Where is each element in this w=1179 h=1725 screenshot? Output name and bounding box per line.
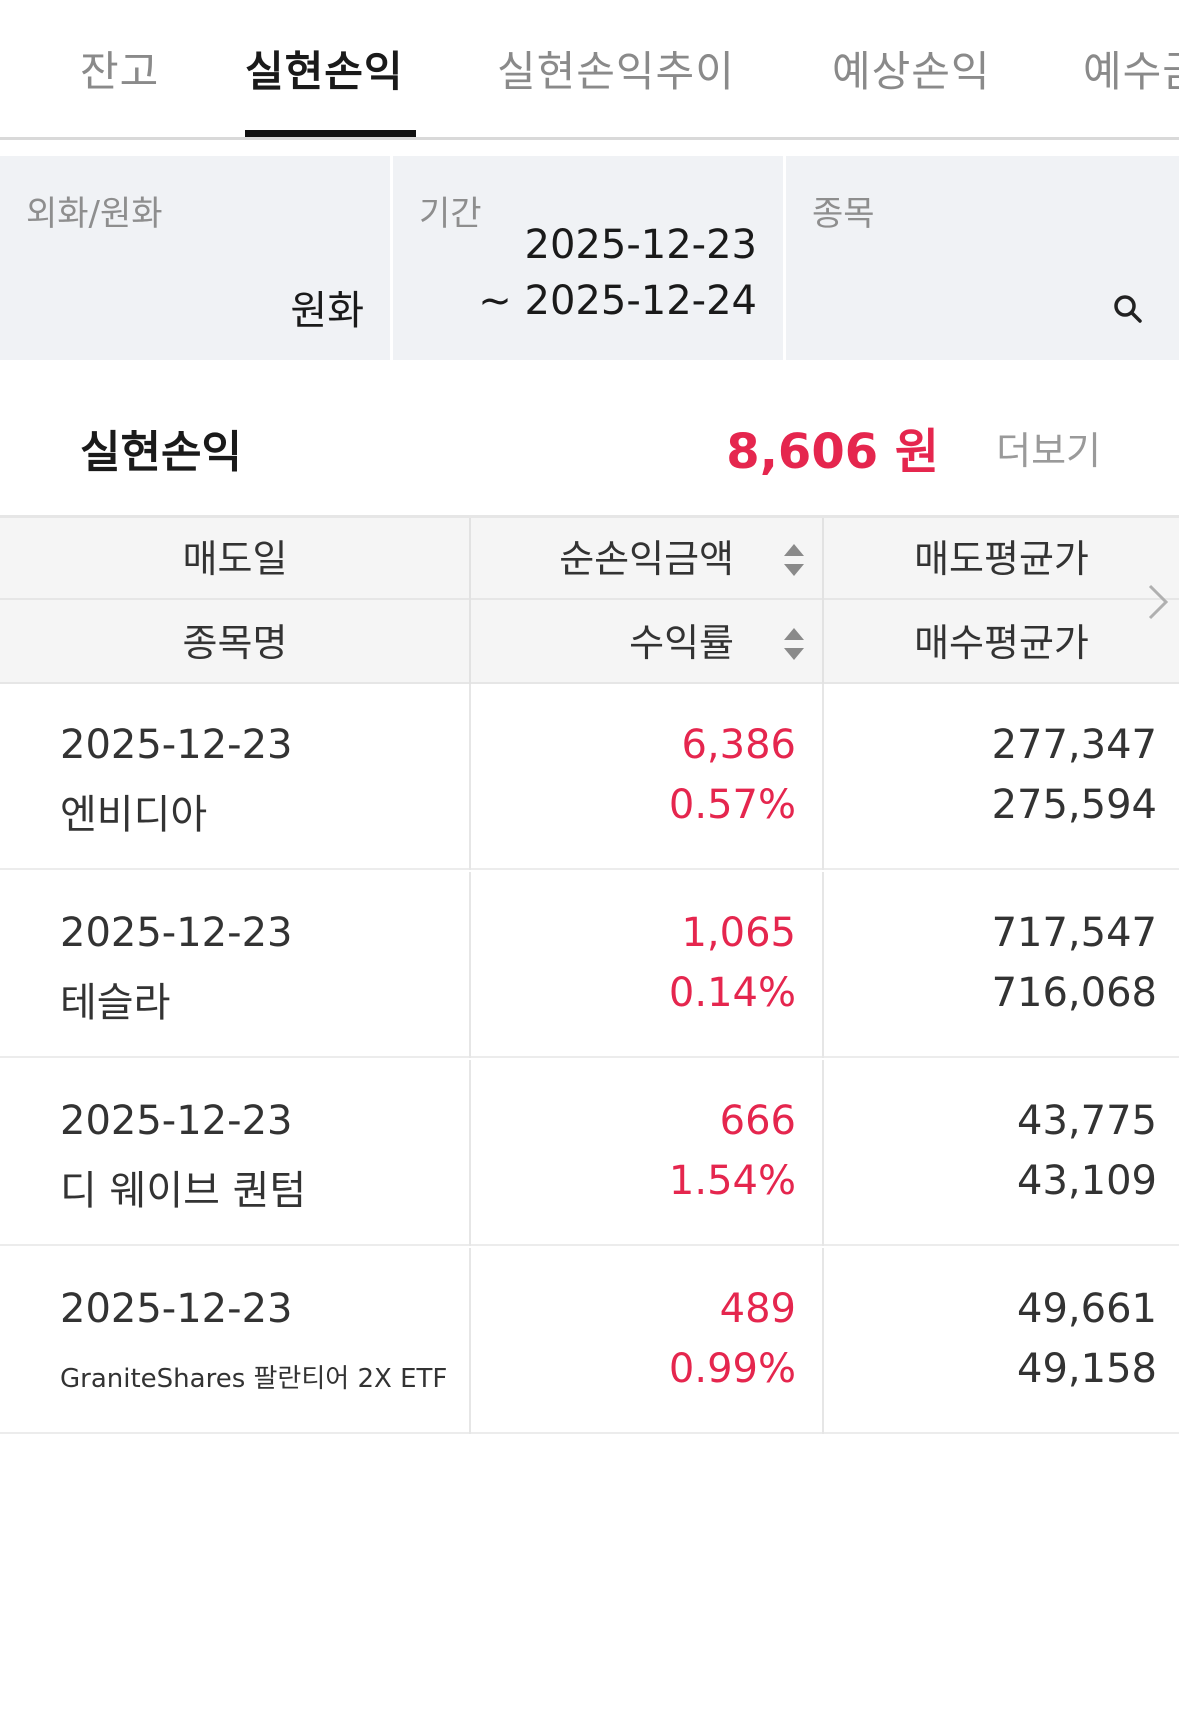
period-end: ~ 2025-12-24	[478, 278, 757, 324]
filter-bar: 외화/원화 원화 기간 2025-12-23 ~ 2025-12-24 종목	[0, 156, 1179, 360]
header-sell-date: 매도일	[182, 537, 288, 581]
header-row-1: 매도일 순손익금액 매도평균가	[0, 518, 1179, 600]
period-filter-label: 기간	[419, 194, 482, 234]
stock-filter[interactable]: 종목	[786, 156, 1179, 360]
row-date-name-cell: 2025-12-23 테슬라	[0, 872, 470, 1058]
header-return-rate[interactable]: 수익률	[629, 621, 734, 665]
row-stock-name: 엔비디아	[60, 792, 208, 838]
sort-icon[interactable]	[782, 540, 806, 580]
tab-expected-pl[interactable]: 예상손익	[832, 47, 991, 96]
tab-bar: 잔고 실현손익 실현손익추이 예상손익 예수금	[0, 0, 1179, 140]
period-start: 2025-12-23	[524, 222, 757, 268]
column-divider	[469, 684, 471, 870]
realized-pl-summary: 실현손익 8,606 원 더보기	[0, 360, 1179, 518]
column-divider	[469, 1060, 471, 1246]
currency-filter[interactable]: 외화/원화 원화	[0, 156, 390, 360]
summary-amount: 8,606 원	[726, 424, 939, 480]
row-stock-name: 디 웨이브 퀀텀	[60, 1168, 307, 1214]
column-divider	[822, 1060, 824, 1246]
tab-balance[interactable]: 잔고	[80, 47, 160, 96]
column-divider	[469, 1248, 471, 1434]
row-price-cell: 49,661 49,158	[824, 1248, 1179, 1434]
row-net-pl: 666	[719, 1098, 796, 1144]
row-sell-avg: 49,661	[1017, 1286, 1157, 1332]
row-net-pl: 6,386	[681, 722, 796, 768]
header-sell-avg: 매도평균가	[914, 537, 1089, 581]
column-divider	[822, 872, 824, 1058]
row-pl-cell: 666 1.54%	[470, 1060, 822, 1246]
row-buy-avg: 49,158	[1017, 1346, 1157, 1392]
tab-realized-pl-trend[interactable]: 실현손익추이	[497, 47, 735, 96]
header-net-pl[interactable]: 순손익금액	[559, 537, 734, 581]
row-price-cell: 43,775 43,109	[824, 1060, 1179, 1246]
row-buy-avg: 43,109	[1017, 1158, 1157, 1204]
currency-filter-label: 외화/원화	[26, 194, 163, 234]
period-filter[interactable]: 기간 2025-12-23 ~ 2025-12-24	[393, 156, 783, 360]
table-header: 매도일 순손익금액 매도평균가 종목명 수익률 매수평균가	[0, 518, 1179, 684]
row-pl-cell: 1,065 0.14%	[470, 872, 822, 1058]
tab-realized-pl[interactable]: 실현손익	[245, 47, 404, 96]
row-return-rate: 0.57%	[668, 782, 796, 828]
row-price-cell: 277,347 275,594	[824, 684, 1179, 870]
row-sell-date: 2025-12-23	[60, 1098, 293, 1144]
summary-title: 실현손익	[80, 427, 242, 478]
row-date-name-cell: 2025-12-23 GraniteShares 팔란티어 2X ETF	[0, 1248, 470, 1434]
row-date-name-cell: 2025-12-23 엔비디아	[0, 684, 470, 870]
row-stock-name: GraniteShares 팔란티어 2X ETF	[60, 1364, 448, 1394]
row-return-rate: 0.14%	[668, 970, 796, 1016]
row-pl-cell: 489 0.99%	[470, 1248, 822, 1434]
header-buy-avg: 매수평균가	[914, 621, 1089, 665]
row-stock-name: 테슬라	[60, 980, 171, 1026]
table-row[interactable]: 2025-12-23 테슬라 1,065 0.14% 717,547 716,0…	[0, 872, 1179, 1058]
row-return-rate: 1.54%	[668, 1158, 796, 1204]
stock-filter-label: 종목	[812, 194, 875, 234]
row-return-rate: 0.99%	[668, 1346, 796, 1392]
row-pl-cell: 6,386 0.57%	[470, 684, 822, 870]
row-sell-date: 2025-12-23	[60, 1286, 293, 1332]
header-row-2: 종목명 수익률 매수평균가	[0, 602, 1179, 684]
column-divider	[822, 684, 824, 870]
header-stock-name: 종목명	[182, 621, 288, 665]
row-buy-avg: 275,594	[991, 782, 1157, 828]
search-icon[interactable]	[1113, 294, 1143, 324]
row-sell-avg: 277,347	[991, 722, 1157, 768]
row-sell-avg: 717,547	[991, 910, 1157, 956]
column-divider	[822, 1248, 824, 1434]
row-net-pl: 1,065	[681, 910, 796, 956]
active-tab-indicator	[245, 130, 416, 137]
row-net-pl: 489	[719, 1286, 796, 1332]
chevron-right-icon[interactable]	[1145, 580, 1171, 624]
tab-deposit[interactable]: 예수금	[1083, 47, 1179, 96]
table-row[interactable]: 2025-12-23 디 웨이브 퀀텀 666 1.54% 43,775 43,…	[0, 1060, 1179, 1246]
table-row[interactable]: 2025-12-23 GraniteShares 팔란티어 2X ETF 489…	[0, 1248, 1179, 1434]
currency-filter-value: 원화	[290, 288, 364, 334]
row-sell-date: 2025-12-23	[60, 910, 293, 956]
row-sell-avg: 43,775	[1017, 1098, 1157, 1144]
row-price-cell: 717,547 716,068	[824, 872, 1179, 1058]
row-sell-date: 2025-12-23	[60, 722, 293, 768]
row-date-name-cell: 2025-12-23 디 웨이브 퀀텀	[0, 1060, 470, 1246]
table-row[interactable]: 2025-12-23 엔비디아 6,386 0.57% 277,347 275,…	[0, 684, 1179, 870]
column-divider	[469, 872, 471, 1058]
column-divider	[469, 518, 471, 684]
more-button[interactable]: 더보기	[996, 429, 1101, 473]
sort-icon[interactable]	[782, 624, 806, 664]
column-divider	[822, 518, 824, 684]
row-buy-avg: 716,068	[991, 970, 1157, 1016]
